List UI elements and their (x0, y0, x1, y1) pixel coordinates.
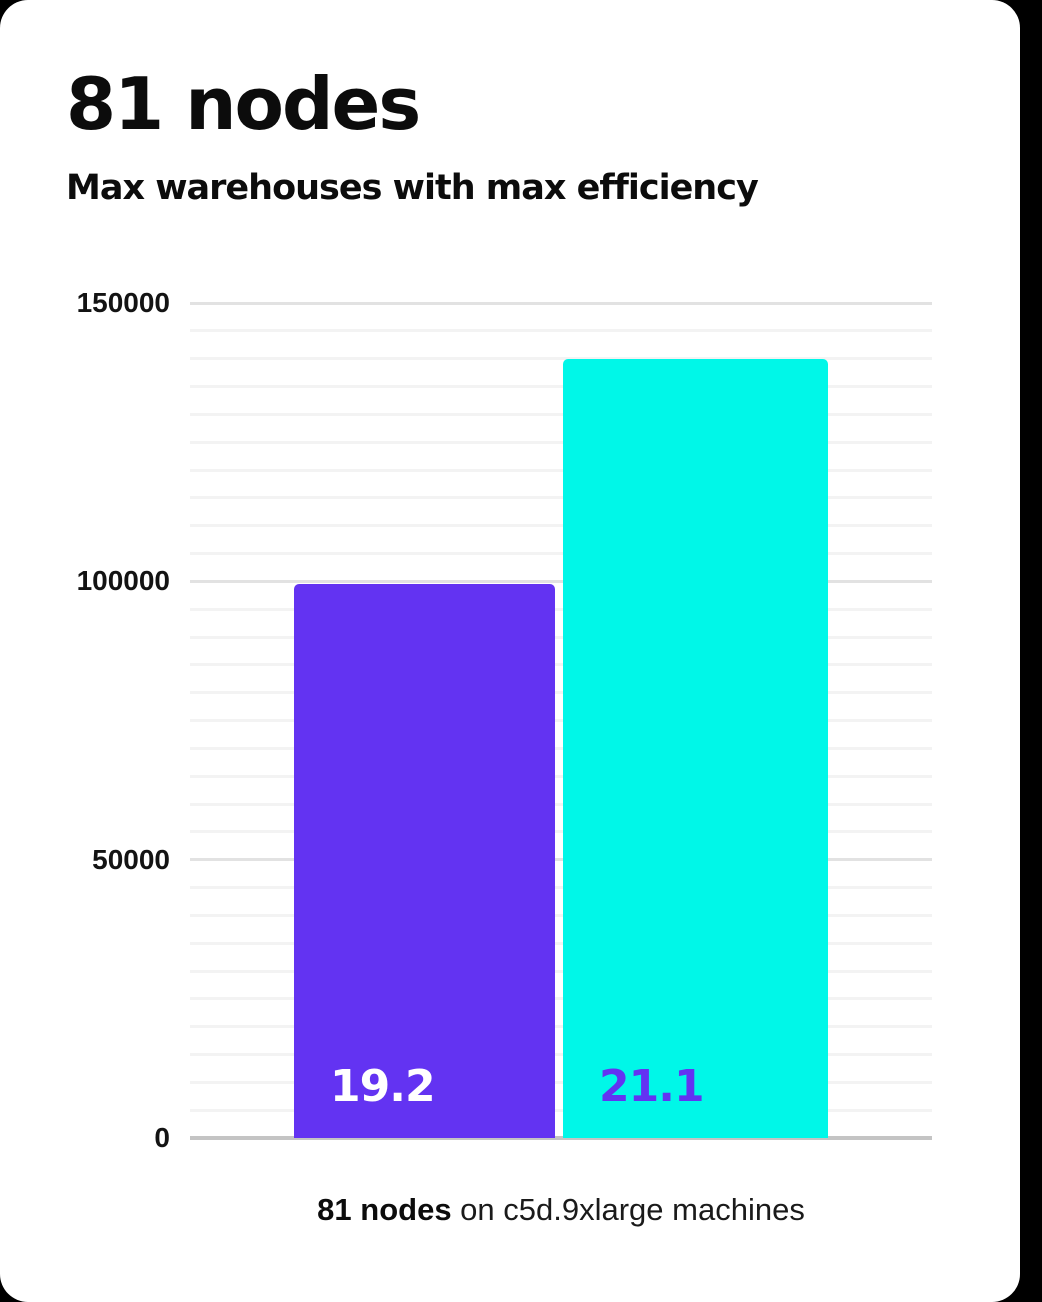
minor-gridline (190, 440, 932, 444)
minor-gridline (190, 886, 932, 889)
bar-2: 21.1 (563, 358, 828, 1138)
minor-gridline (190, 468, 932, 472)
minor-gridline (190, 496, 932, 500)
major-gridline (190, 579, 932, 583)
minor-gridline (190, 1025, 932, 1029)
chart-caption: 81 nodes on c5d.9xlarge machines (190, 1192, 932, 1228)
bar-value-label: 19.2 (330, 1061, 436, 1112)
bar-value-label: 21.1 (599, 1061, 705, 1112)
page-subtitle: Max warehouses with max efficiency (66, 168, 759, 208)
y-tick-label: 0 (154, 1122, 170, 1153)
caption-bold-text: 81 nodes (317, 1192, 452, 1227)
minor-gridline (190, 357, 932, 361)
x-axis-line (190, 1136, 932, 1140)
y-tick-label: 100000 (76, 565, 170, 597)
minor-gridline (190, 774, 932, 778)
minor-gridline (190, 1080, 932, 1084)
chart-card: 81 nodes Max warehouses with max efficie… (0, 0, 1020, 1302)
page-title: 81 nodes (66, 62, 421, 146)
plot-area: 19.2 21.1 (190, 301, 932, 1140)
minor-gridline (190, 691, 932, 695)
minor-gridline (190, 719, 932, 722)
minor-gridline (190, 802, 932, 806)
minor-gridline (190, 969, 932, 973)
minor-gridline (190, 746, 932, 750)
minor-gridline (190, 1053, 932, 1056)
y-tick-label: 50000 (92, 843, 170, 875)
minor-gridline (190, 524, 932, 528)
minor-gridline (190, 663, 932, 667)
minor-gridline (190, 997, 932, 1001)
major-gridline (190, 301, 932, 305)
bar-1: 19.2 (294, 584, 555, 1138)
minor-gridline (190, 830, 932, 834)
caption-rest-text: on c5d.9xlarge machines (451, 1192, 805, 1227)
minor-gridline (190, 607, 932, 611)
y-axis: 0 50000 100000 150000 (40, 289, 170, 1152)
minor-gridline (190, 635, 932, 639)
minor-gridline (190, 385, 932, 388)
minor-gridline (190, 913, 932, 917)
minor-gridline (190, 329, 932, 333)
y-tick-label: 150000 (76, 287, 170, 318)
minor-gridline (190, 1108, 932, 1112)
minor-gridline (190, 941, 932, 945)
minor-gridline (190, 412, 932, 416)
major-gridline (190, 858, 932, 862)
minor-gridline (190, 552, 932, 555)
